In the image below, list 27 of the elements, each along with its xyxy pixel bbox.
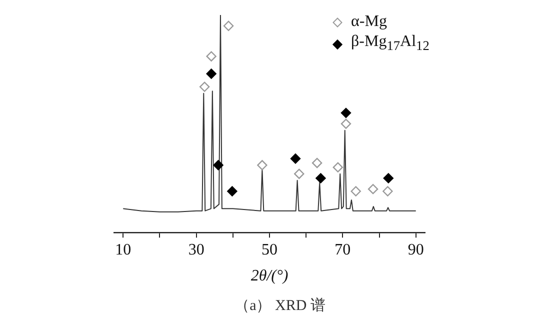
x-tick-label: 50	[262, 241, 278, 258]
x-tick-label: 10	[115, 241, 132, 258]
text: （a） XRD 谱	[234, 296, 326, 315]
point	[206, 51, 216, 62]
x-tick-label: 30	[188, 241, 204, 258]
point	[199, 82, 210, 92]
x-tick-label: 70	[334, 241, 351, 258]
point	[290, 154, 301, 164]
legend-label: α-Mg	[351, 12, 387, 32]
point	[206, 68, 216, 79]
point	[383, 173, 394, 184]
point	[332, 162, 344, 172]
point	[223, 20, 234, 31]
point	[257, 160, 268, 170]
point	[316, 173, 326, 184]
point	[350, 186, 361, 196]
point	[382, 186, 393, 196]
point	[312, 158, 322, 168]
x-axis-title: 2θ/(°)	[250, 268, 288, 285]
point	[368, 184, 378, 194]
legend-label: β-Mg$_{17}$Al$_{12}$	[351, 32, 430, 56]
point	[294, 168, 304, 179]
point	[227, 186, 238, 196]
point	[213, 160, 224, 170]
point	[340, 108, 352, 118]
point	[340, 118, 352, 129]
x-tick-label: 90	[408, 241, 424, 258]
